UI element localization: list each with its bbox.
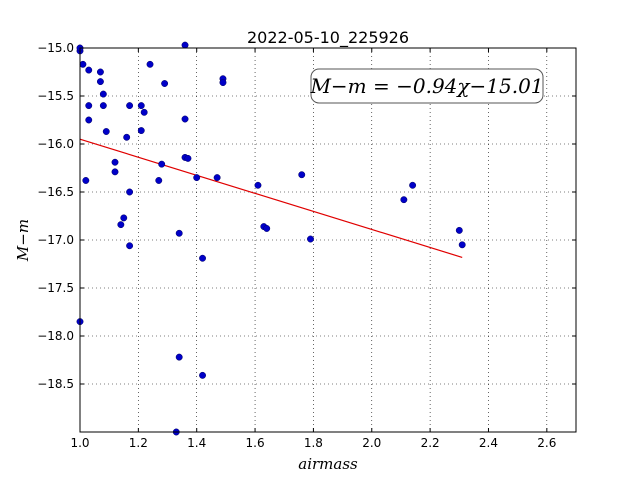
y-axis-ticks: −15.0 −15.5 −16.0 −16.5 −17.0 −17.5 −18.0 −18.5	[37, 41, 576, 391]
data-point	[184, 154, 192, 162]
data-point	[85, 116, 93, 124]
data-point	[137, 127, 145, 135]
data-point	[307, 235, 314, 243]
data-point	[102, 128, 110, 135]
y-axis-label: M−m	[14, 219, 32, 262]
fit-equation: M−m = −0.94χ−15.01	[309, 74, 543, 98]
data-point	[175, 353, 183, 361]
x-tick-label: 1.4	[187, 436, 206, 450]
data-point	[126, 188, 134, 196]
data-point	[254, 181, 262, 189]
data-point	[199, 254, 206, 262]
x-tick-label: 2.2	[421, 436, 440, 450]
data-point	[85, 66, 93, 74]
data-point	[298, 171, 306, 179]
x-tick-label: 2.6	[537, 436, 556, 450]
data-point	[117, 221, 125, 229]
data-point	[161, 80, 169, 87]
x-tick-label: 2.0	[362, 436, 381, 450]
y-tick-label: −17.5	[37, 281, 74, 295]
data-point	[82, 177, 90, 184]
data-point	[455, 226, 463, 234]
data-point	[400, 196, 408, 204]
data-point	[193, 174, 201, 182]
data-point	[181, 41, 189, 49]
data-point	[111, 168, 119, 176]
data-point	[458, 241, 466, 249]
chart-title: 2022-05-10_225926	[247, 28, 409, 48]
data-point	[85, 102, 93, 110]
data-point	[126, 102, 134, 110]
y-tick-label: −18.5	[37, 377, 74, 391]
fit-line-group	[79, 138, 463, 258]
y-tick-label: −17.0	[37, 233, 74, 247]
x-tick-label: 2.4	[479, 436, 498, 450]
y-tick-label: −16.0	[37, 137, 74, 151]
x-tick-label: 1.6	[246, 436, 265, 450]
data-point	[409, 181, 417, 189]
y-tick-label: −16.5	[37, 185, 74, 199]
fit-annotation: M−m = −0.94χ−15.01	[309, 68, 544, 104]
data-point	[155, 177, 163, 184]
x-tick-label: 1.2	[129, 436, 148, 450]
data-point	[96, 78, 104, 86]
data-points	[76, 41, 466, 436]
y-tick-label: −18.0	[37, 329, 74, 343]
data-point	[99, 102, 107, 110]
data-point	[137, 102, 145, 110]
x-axis-ticks: 1.0 1.2 1.4 1.6 1.8 2.0 2.2 2.4 2.6	[70, 48, 556, 450]
data-point	[263, 225, 271, 232]
x-axis-label: airmass	[298, 455, 358, 473]
y-tick-label: −15.5	[37, 89, 74, 103]
data-point	[158, 160, 166, 168]
data-point	[199, 371, 206, 379]
data-point	[79, 60, 87, 68]
data-point	[96, 68, 104, 76]
fit-line	[79, 138, 463, 258]
y-tick-label: −15.0	[37, 41, 74, 55]
x-tick-label: 1.8	[304, 436, 323, 450]
data-point	[213, 174, 221, 182]
data-point	[146, 60, 154, 68]
data-point	[123, 133, 131, 141]
data-point	[120, 214, 128, 222]
data-point	[181, 115, 189, 123]
data-point	[126, 242, 134, 250]
data-point	[140, 108, 148, 116]
data-point	[219, 79, 227, 87]
x-tick-label: 1.0	[70, 436, 89, 450]
annotation-box	[310, 68, 544, 104]
data-point	[111, 158, 119, 166]
data-point	[99, 90, 107, 98]
data-point	[175, 229, 183, 237]
